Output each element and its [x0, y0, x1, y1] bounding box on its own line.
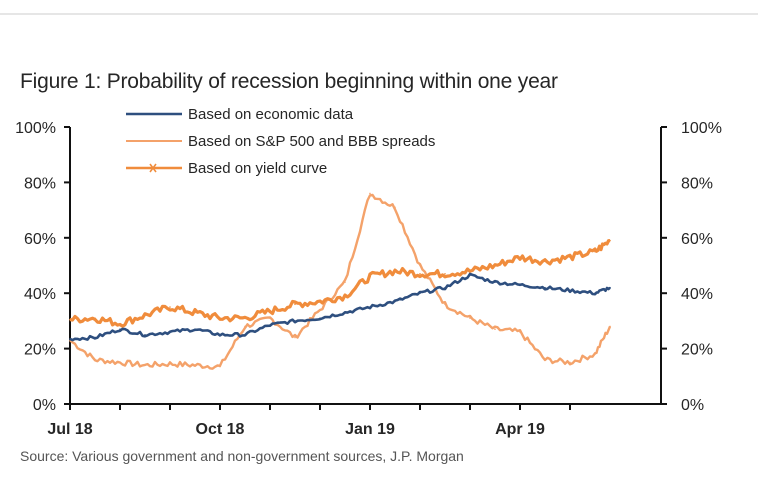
data-point [519, 284, 521, 286]
data-point [119, 322, 121, 325]
legend-label-2: Based on yield curve [188, 160, 327, 177]
data-point [344, 295, 346, 297]
y-tick-label-left: 40% [24, 286, 56, 303]
y-tick-label-right: 100% [681, 120, 722, 137]
data-point [369, 192, 371, 195]
y-tick-label-right: 20% [681, 342, 713, 359]
data-point [69, 318, 71, 321]
data-point [94, 336, 96, 339]
data-point [569, 361, 571, 364]
y-tick-label-right: 40% [681, 286, 713, 303]
data-point [144, 333, 146, 336]
data-point [519, 256, 521, 258]
data-point [269, 324, 271, 326]
data-point [244, 333, 246, 336]
axes: 0% 20% 40% 60% 80% 100% 0% 20% 40% 60% 80% 100% Jul … [15, 120, 722, 438]
data-point [194, 328, 196, 331]
data-point [219, 365, 221, 368]
data-point [169, 363, 171, 365]
data-point [609, 239, 611, 242]
y-tick-label-left: 60% [24, 231, 56, 248]
series-group [69, 192, 612, 370]
data-point [94, 317, 96, 319]
data-point [544, 358, 546, 361]
legend-label-1: Based on S&P 500 and BBB spreads [188, 133, 435, 150]
data-point [344, 281, 346, 283]
x-tick-label: Jan 19 [345, 421, 395, 438]
data-point [194, 364, 196, 367]
data-point [394, 270, 396, 272]
y-tick-label-left: 100% [15, 120, 56, 137]
data-point [469, 270, 471, 272]
data-point [419, 273, 421, 275]
data-point [169, 331, 171, 333]
series-line-1 [69, 193, 612, 370]
top-divider [0, 13, 758, 15]
y-tick-label-right: 80% [681, 175, 713, 192]
data-point [219, 317, 221, 319]
data-point [269, 310, 271, 313]
data-point [119, 328, 121, 331]
data-point [469, 317, 471, 319]
data-point [144, 364, 146, 367]
data-point [519, 331, 521, 333]
data-point [194, 311, 196, 314]
data-point [444, 286, 446, 289]
data-point [469, 274, 471, 276]
data-point [94, 358, 96, 361]
data-point [594, 292, 596, 295]
data-point [344, 311, 346, 314]
data-point [444, 273, 446, 275]
data-point [319, 317, 321, 319]
data-point [394, 300, 396, 303]
series-line-0 [69, 272, 611, 342]
data-point [269, 317, 271, 319]
data-point [609, 286, 611, 289]
chart-source: Source: Various government and non-gover… [20, 448, 464, 464]
data-point [594, 353, 596, 355]
data-point [119, 361, 121, 364]
x-tick-label: Oct 18 [196, 421, 245, 438]
data-point [169, 306, 171, 308]
data-point [319, 309, 321, 311]
data-point [569, 256, 571, 258]
legend-label-0: Based on economic data [188, 106, 354, 123]
data-point [494, 328, 496, 331]
series-line-2 [69, 239, 611, 328]
data-point [419, 264, 421, 267]
data-point [569, 289, 571, 292]
data-point [369, 275, 371, 278]
data-point [544, 260, 546, 263]
x-tick-label: Jul 18 [47, 421, 92, 438]
y-tick-label-right: 60% [681, 231, 713, 248]
data-point [294, 303, 296, 306]
data-point [419, 292, 421, 295]
data-point [319, 300, 321, 303]
y-tick-label-left: 0% [33, 397, 56, 414]
data-point [494, 281, 496, 283]
y-tick-label-left: 20% [24, 342, 56, 359]
y-tick-label-left: 80% [24, 175, 56, 192]
y-tick-label-right: 0% [681, 397, 704, 414]
data-point [444, 303, 446, 306]
data-point [369, 306, 371, 308]
data-point [394, 206, 396, 209]
data-point [69, 338, 71, 340]
data-point [294, 320, 296, 322]
data-point [294, 336, 296, 339]
data-point [609, 325, 611, 328]
legend: Based on economic data Based on S&P 500 a… [126, 106, 435, 177]
data-point [219, 333, 221, 336]
data-point [594, 250, 596, 253]
data-point [144, 314, 146, 317]
chart-title: Figure 1: Probability of recession begin… [20, 70, 558, 93]
legend-marker-x [149, 163, 157, 173]
data-point [544, 286, 546, 289]
x-tick-label: Apr 19 [495, 421, 545, 438]
data-point [244, 325, 246, 328]
data-point [244, 317, 246, 319]
data-point [494, 264, 496, 267]
